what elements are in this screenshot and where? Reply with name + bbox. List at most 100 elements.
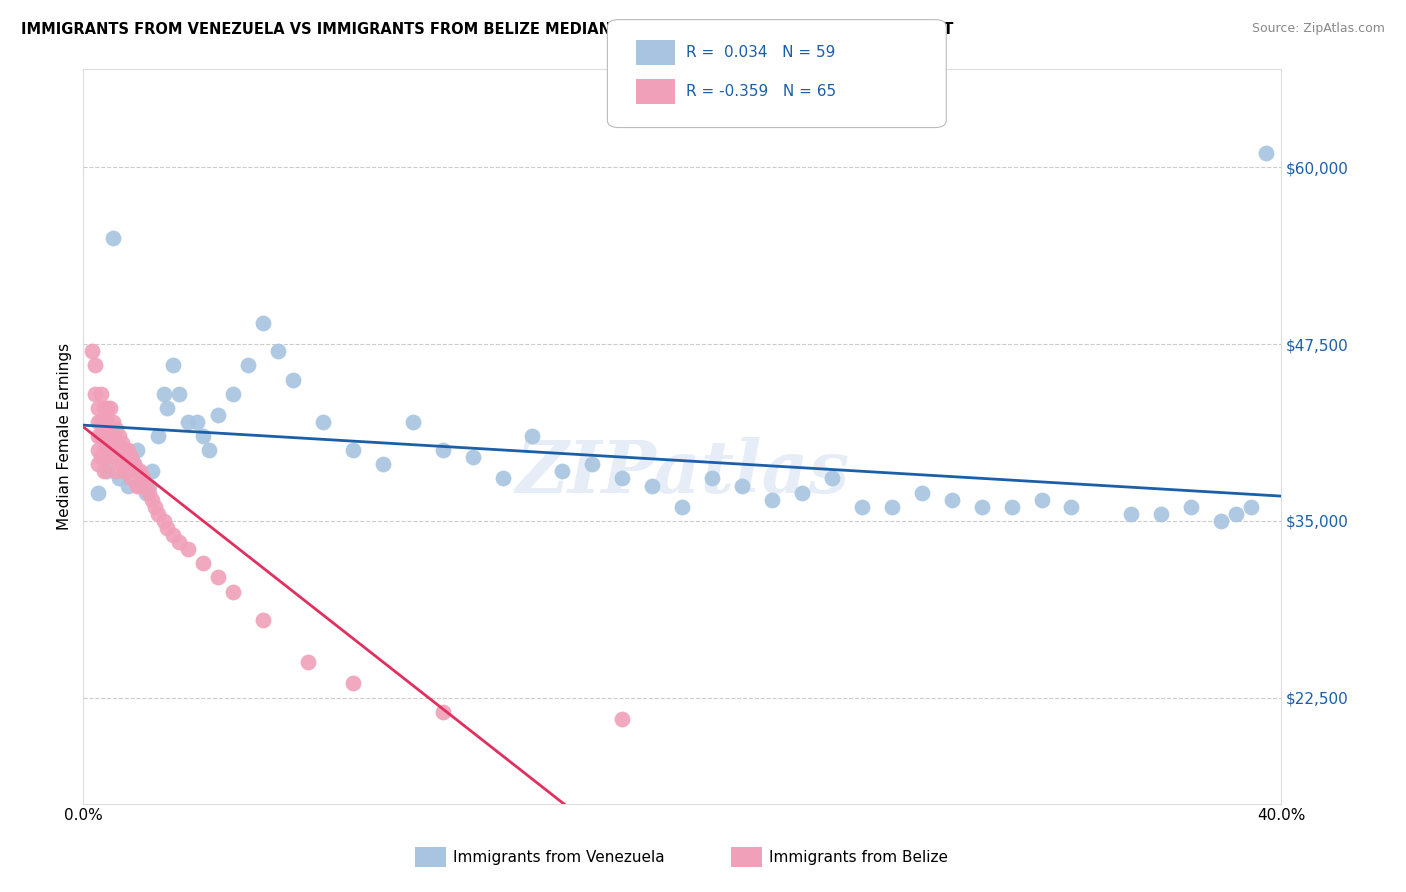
- Point: [93, 443, 115, 458]
- Point: [297, 655, 319, 669]
- Point: [129, 464, 152, 478]
- Point: [105, 464, 128, 478]
- Point: [1060, 500, 1083, 514]
- Point: [127, 464, 149, 478]
- Point: [222, 584, 245, 599]
- Text: IMMIGRANTS FROM VENEZUELA VS IMMIGRANTS FROM BELIZE MEDIAN FEMALE EARNINGS CORRE: IMMIGRANTS FROM VENEZUELA VS IMMIGRANTS …: [21, 22, 953, 37]
- Point: [153, 386, 176, 401]
- Point: [252, 613, 274, 627]
- Y-axis label: Median Female Earnings: Median Female Earnings: [58, 343, 72, 530]
- Point: [129, 478, 152, 492]
- Point: [162, 359, 184, 373]
- Point: [432, 443, 454, 458]
- Point: [612, 471, 634, 485]
- Point: [122, 458, 145, 472]
- Point: [93, 429, 115, 443]
- Point: [236, 359, 259, 373]
- Point: [432, 705, 454, 719]
- Point: [127, 478, 149, 492]
- Point: [177, 542, 200, 557]
- Point: [146, 429, 169, 443]
- Text: ZIPatlas: ZIPatlas: [515, 437, 849, 508]
- Text: R = -0.359   N = 65: R = -0.359 N = 65: [686, 85, 837, 99]
- Point: [153, 514, 176, 528]
- Point: [167, 386, 190, 401]
- Point: [117, 464, 139, 478]
- Point: [1000, 500, 1022, 514]
- Point: [105, 436, 128, 450]
- Point: [82, 344, 104, 359]
- Point: [96, 415, 118, 429]
- Point: [105, 450, 128, 465]
- Point: [135, 478, 157, 492]
- Point: [132, 471, 155, 485]
- Point: [186, 415, 208, 429]
- Point: [103, 429, 125, 443]
- Point: [114, 464, 136, 478]
- Point: [191, 429, 214, 443]
- Point: [267, 344, 290, 359]
- Point: [87, 415, 110, 429]
- Point: [105, 422, 128, 436]
- Point: [117, 478, 139, 492]
- Point: [120, 450, 142, 465]
- Point: [911, 485, 934, 500]
- Point: [90, 386, 112, 401]
- Point: [581, 458, 603, 472]
- Point: [551, 464, 574, 478]
- Point: [177, 415, 200, 429]
- Point: [108, 471, 131, 485]
- Point: [1150, 507, 1173, 521]
- Text: R =  0.034   N = 59: R = 0.034 N = 59: [686, 45, 835, 60]
- Point: [114, 443, 136, 458]
- Point: [87, 458, 110, 472]
- Point: [90, 415, 112, 429]
- Point: [98, 443, 121, 458]
- Point: [141, 492, 163, 507]
- Point: [146, 507, 169, 521]
- Point: [821, 471, 844, 485]
- Point: [87, 443, 110, 458]
- Point: [342, 676, 364, 690]
- Point: [117, 443, 139, 458]
- Point: [135, 485, 157, 500]
- Point: [96, 450, 118, 465]
- Point: [970, 500, 993, 514]
- Point: [461, 450, 484, 465]
- Point: [198, 443, 221, 458]
- Point: [1225, 507, 1247, 521]
- Point: [122, 458, 145, 472]
- Point: [222, 386, 245, 401]
- Point: [103, 231, 125, 245]
- Point: [156, 521, 179, 535]
- Point: [127, 443, 149, 458]
- Point: [111, 458, 134, 472]
- Point: [98, 401, 121, 415]
- Point: [281, 372, 304, 386]
- Point: [790, 485, 813, 500]
- Point: [87, 485, 110, 500]
- Point: [880, 500, 903, 514]
- Point: [143, 500, 166, 514]
- Point: [141, 464, 163, 478]
- Point: [108, 450, 131, 465]
- Point: [162, 528, 184, 542]
- Point: [371, 458, 394, 472]
- Point: [1211, 514, 1233, 528]
- Point: [87, 401, 110, 415]
- Point: [156, 401, 179, 415]
- Point: [138, 485, 160, 500]
- Point: [84, 386, 107, 401]
- Text: Immigrants from Belize: Immigrants from Belize: [769, 850, 948, 864]
- Point: [138, 478, 160, 492]
- Point: [87, 429, 110, 443]
- Point: [93, 415, 115, 429]
- Point: [96, 429, 118, 443]
- Point: [108, 429, 131, 443]
- Point: [84, 359, 107, 373]
- Point: [700, 471, 723, 485]
- Point: [96, 401, 118, 415]
- Point: [522, 429, 544, 443]
- Point: [167, 535, 190, 549]
- Point: [132, 471, 155, 485]
